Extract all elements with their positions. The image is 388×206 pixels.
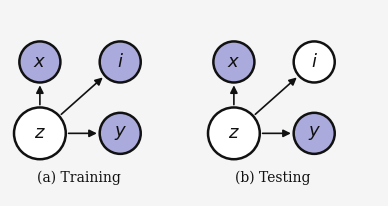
Text: $y$: $y$ xyxy=(308,124,321,142)
Text: $x$: $x$ xyxy=(227,53,241,71)
Text: (a) Training: (a) Training xyxy=(37,171,121,185)
Text: $z$: $z$ xyxy=(34,124,46,142)
Circle shape xyxy=(213,41,255,82)
Text: $i$: $i$ xyxy=(117,53,124,71)
Text: $y$: $y$ xyxy=(114,124,127,142)
Circle shape xyxy=(100,113,141,154)
Text: $x$: $x$ xyxy=(33,53,47,71)
Circle shape xyxy=(14,108,66,159)
Circle shape xyxy=(208,108,260,159)
Text: $i$: $i$ xyxy=(311,53,318,71)
Text: (b) Testing: (b) Testing xyxy=(236,171,311,185)
Circle shape xyxy=(294,41,335,82)
Circle shape xyxy=(19,41,61,82)
Text: $z$: $z$ xyxy=(228,124,240,142)
Circle shape xyxy=(100,41,141,82)
Circle shape xyxy=(294,113,335,154)
